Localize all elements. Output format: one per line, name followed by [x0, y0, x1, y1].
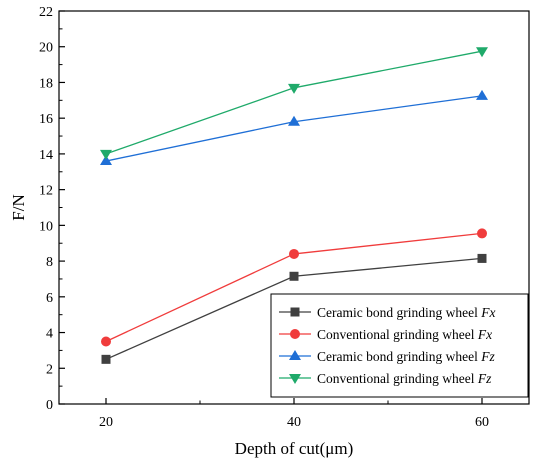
data-point	[477, 228, 487, 239]
series-3	[100, 89, 488, 166]
y-axis-title: F/N	[9, 194, 28, 220]
legend-marker	[290, 329, 300, 339]
data-point	[477, 253, 487, 263]
series-1	[101, 253, 487, 364]
series-layer	[100, 47, 488, 364]
series-line	[105, 50, 483, 155]
legend-label-suffix: Fz	[480, 349, 495, 364]
legend-label-suffix: Fx	[480, 305, 495, 320]
y-tick-label: 8	[46, 255, 53, 270]
y-tick-label: 20	[39, 41, 53, 56]
series-2	[101, 228, 487, 347]
x-tick-label: 60	[475, 415, 489, 430]
legend-marker	[289, 350, 301, 360]
legend-marker	[290, 307, 300, 317]
data-point	[100, 155, 112, 166]
data-point	[289, 248, 299, 259]
legend-label-suffix: Fz	[477, 371, 492, 386]
series-line	[105, 95, 483, 162]
legend-item: Conventional grinding wheel Fz	[279, 371, 492, 386]
legend-label: Conventional grinding wheel Fz	[317, 371, 492, 386]
y-tick-label: 2	[46, 362, 53, 377]
legend-box	[270, 293, 529, 398]
y-tick-label: 4	[46, 327, 53, 342]
x-tick-label: 20	[99, 415, 113, 430]
legend-item: Ceramic bond grinding wheel Fx	[279, 305, 495, 320]
data-point	[100, 149, 112, 160]
data-point	[476, 47, 488, 58]
legend-marker	[289, 374, 301, 384]
y-tick-label: 12	[39, 184, 53, 199]
data-point	[289, 271, 299, 281]
y-tick-label: 14	[39, 148, 53, 163]
legend-item: Conventional grinding wheel Fx	[279, 327, 492, 342]
legend-label-name: Ceramic bond grinding wheel	[317, 349, 481, 364]
legend-label: Conventional grinding wheel Fx	[317, 327, 492, 342]
legend-label-suffix: Fx	[477, 327, 492, 342]
y-tick-label: 0	[46, 398, 53, 413]
data-point	[288, 83, 300, 94]
data-point	[101, 354, 111, 364]
legend-label: Ceramic bond grinding wheel Fx	[317, 305, 495, 320]
y-tick-label: 18	[39, 76, 53, 91]
axes-layer: 0 2 4 6 8 10 12 14 16 18 20 22 20 40 60 Depth of cut(μm…	[9, 5, 489, 458]
y-tick-label: 10	[39, 219, 53, 234]
series-4	[100, 47, 488, 160]
legend-label-name: Conventional grinding wheel	[317, 327, 478, 342]
x-axis-title: Depth of cut(μm)	[235, 439, 354, 458]
data-point	[288, 115, 300, 126]
legend-label-name: Ceramic bond grinding wheel	[317, 305, 481, 320]
y-tick-label: 6	[46, 291, 53, 306]
legend-item: Ceramic bond grinding wheel Fz	[279, 349, 495, 364]
x-tick-label: 40	[287, 415, 301, 430]
y-tick-label: 22	[39, 5, 53, 20]
data-point	[101, 336, 111, 347]
legend-label-name: Conventional grinding wheel	[317, 371, 478, 386]
legend-label: Ceramic bond grinding wheel Fz	[317, 349, 495, 364]
y-tick-label: 16	[39, 112, 53, 127]
data-point	[476, 89, 488, 100]
legend: Ceramic bond grinding wheel FxConvention…	[270, 293, 529, 398]
